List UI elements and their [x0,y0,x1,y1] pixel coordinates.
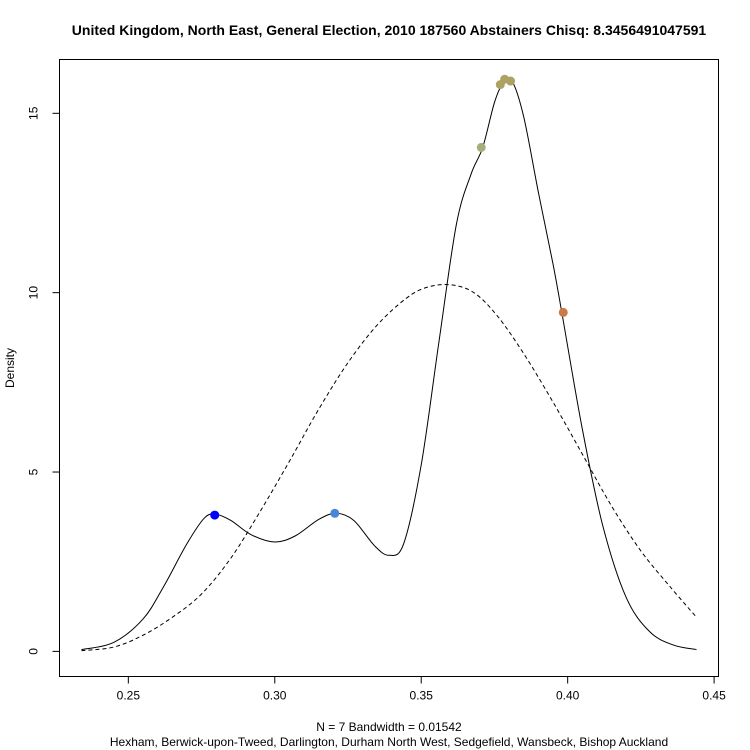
y-tick-label: 15 [27,106,41,120]
constituency-list: Hexham, Berwick-upon-Tweed, Darlington, … [110,735,668,749]
series-layer [81,77,697,652]
normal-reference-curve [81,283,697,652]
y-axis: 0 5 10 15 [27,106,60,655]
y-tick-label: 10 [27,286,41,300]
data-point [558,307,568,317]
x-tick-label: 0.25 [117,689,141,703]
y-tick-label: 0 [27,648,41,655]
data-point [210,510,220,520]
data-point [330,508,340,518]
x-tick-label: 0.40 [556,689,580,703]
y-tick-label: 5 [27,468,41,475]
x-axis: 0.25 0.30 0.35 0.40 0.45 [117,676,726,703]
x-tick-label: 0.45 [702,689,726,703]
x-axis-label: N = 7 Bandwidth = 0.01542 [316,720,462,734]
density-curve [81,77,697,651]
data-point [476,142,486,152]
points-layer [210,74,568,520]
x-tick-label: 0.30 [263,689,287,703]
y-axis-label: Density [3,348,17,388]
chart-title: United Kingdom, North East, General Elec… [72,22,707,38]
x-tick-label: 0.35 [410,689,434,703]
plot-frame [59,59,719,677]
data-point [506,76,516,86]
